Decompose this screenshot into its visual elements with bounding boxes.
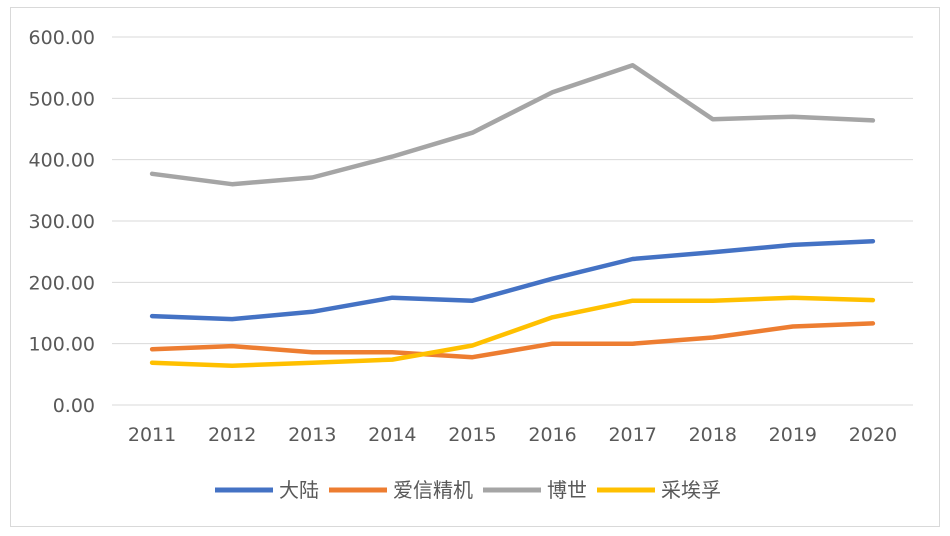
y-tick-label: 500.00 [29,88,95,110]
legend-label: 采埃孚 [661,478,721,502]
series-line-3 [149,295,876,368]
x-tick-label: 2012 [208,424,256,446]
y-tick-label: 0.00 [53,395,95,417]
legend-label: 大陆 [279,478,319,502]
x-tick-label: 2019 [769,424,817,446]
x-tick-label: 2018 [689,424,737,446]
series-lines [149,62,876,368]
x-tick-label: 2011 [128,424,176,446]
legend-label: 爱信精机 [393,478,473,502]
series-line-1 [149,321,876,360]
y-tick-label: 600.00 [29,27,95,49]
x-tick-label: 2014 [368,424,416,446]
x-tick-label: 2016 [528,424,576,446]
x-axis-ticks: 2011 2012 2013 2014 2015 2016 2017 2018 2019 2020 [128,424,897,446]
legend: 大陆 爱信精机 博世 采埃孚 [215,478,721,502]
series-line-2 [149,62,876,187]
x-tick-label: 2020 [849,424,897,446]
y-tick-label: 100.00 [29,334,95,356]
legend-label: 博世 [547,478,587,502]
x-tick-label: 2015 [448,424,496,446]
y-tick-label: 400.00 [29,150,95,172]
x-tick-label: 2013 [288,424,336,446]
gridlines [112,36,913,406]
series-line-0 [149,238,876,322]
chart-frame [10,7,940,527]
x-tick-label: 2017 [608,424,656,446]
y-axis-ticks: 0.00 100.00 200.00 300.00 400.00 500.00 600.00 [29,27,95,417]
y-tick-label: 300.00 [29,211,95,233]
y-tick-label: 200.00 [29,272,95,294]
